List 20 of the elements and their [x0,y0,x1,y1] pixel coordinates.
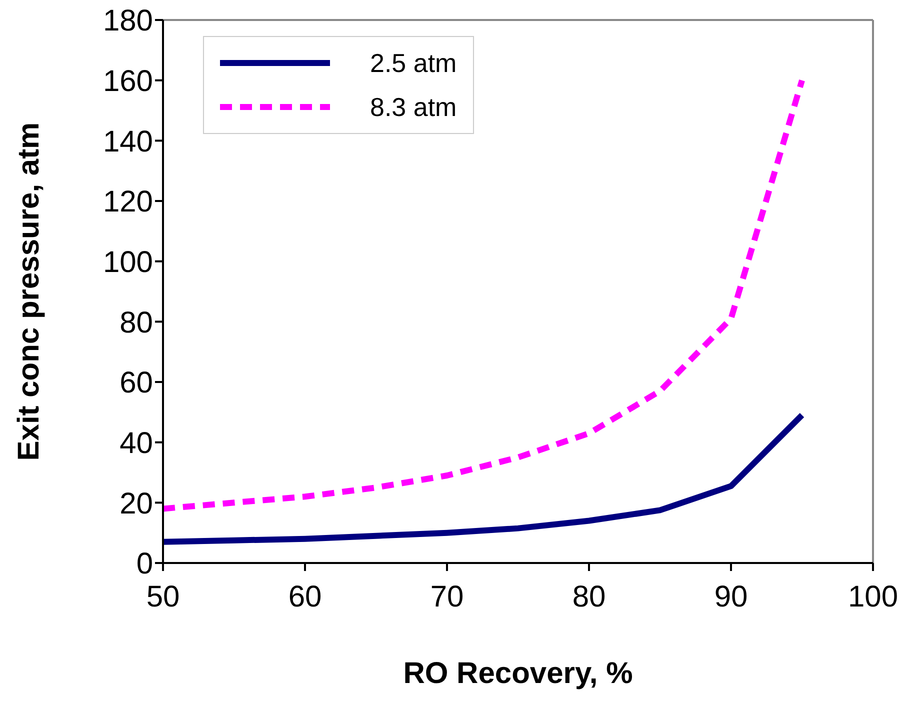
y-tick-label: 80 [120,306,153,340]
y-tick-label: 60 [120,366,153,400]
y-tick-label: 20 [120,487,153,520]
legend-label: 8.3 atm [370,92,457,122]
y-tick-label: 0 [136,548,153,581]
y-tick-label: 160 [102,64,153,98]
y-tick-label: 140 [102,125,153,158]
y-tick-label: 40 [120,426,153,460]
x-tick-label: 50 [146,580,180,614]
y-tick-label: 100 [102,246,153,279]
x-tick-label: 60 [288,580,322,614]
x-tick-label: 80 [572,580,606,614]
legend-label: 2.5 atm [370,48,457,78]
y-tick-label: 120 [102,186,153,219]
x-tick-label: 90 [714,580,748,614]
x-tick-label: 70 [430,580,464,614]
y-tick-label: 180 [102,4,153,38]
x-tick-label: 100 [848,580,898,614]
x-axis-title: RO Recovery, % [403,657,633,690]
y-axis-title: Exit conc pressure, atm [12,122,46,461]
